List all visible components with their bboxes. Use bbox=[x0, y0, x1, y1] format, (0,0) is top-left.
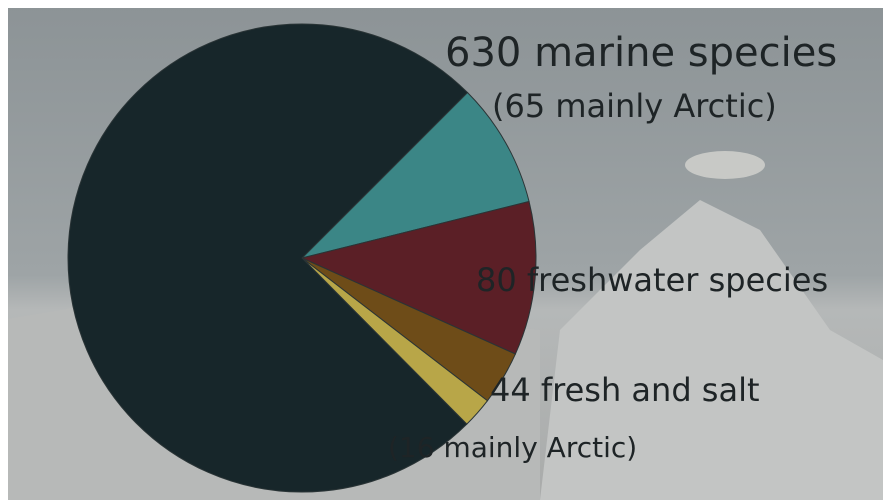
pie-slice bbox=[300, 91, 530, 259]
annotation: 44 fresh and salt bbox=[490, 371, 760, 409]
pie-slice bbox=[300, 200, 537, 355]
annotation: 80 freshwater species bbox=[476, 261, 828, 299]
annotation: 630 marine species bbox=[445, 30, 837, 76]
annotation: (65 mainly Arctic) bbox=[492, 87, 777, 125]
labels: 630 marine species (65 mainly Arctic) 80… bbox=[388, 30, 837, 464]
pie bbox=[67, 23, 537, 493]
annotation: (16 mainly Arctic) bbox=[388, 431, 637, 464]
pie-slice bbox=[67, 23, 469, 493]
